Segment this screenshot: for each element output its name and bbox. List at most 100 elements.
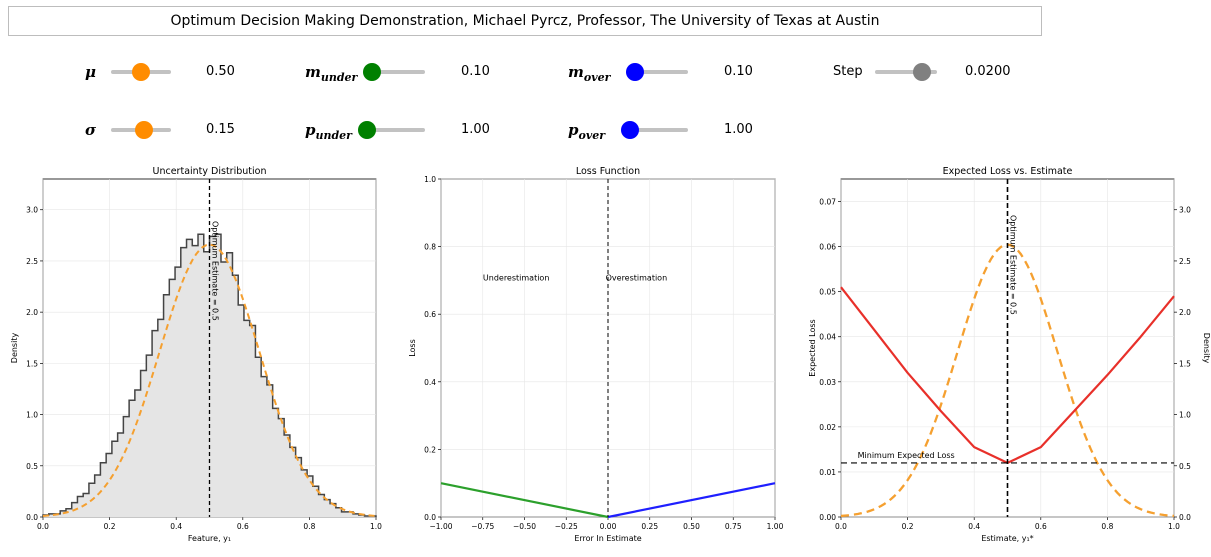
y-tick-label: 0.2 xyxy=(424,445,436,454)
x-tick-label: −0.50 xyxy=(513,522,536,531)
x-tick-label: −0.75 xyxy=(471,522,494,531)
y2-tick-label: 1.0 xyxy=(1179,411,1191,420)
y2-tick-label: 2.0 xyxy=(1179,308,1191,317)
x-tick-label: 0.4 xyxy=(170,522,182,531)
slider-handle-sigma[interactable] xyxy=(134,121,153,139)
y-tick-label: 1.5 xyxy=(26,359,38,368)
slider-value-sigma: 0.15 xyxy=(206,122,235,137)
y2-tick-label: 2.5 xyxy=(1179,257,1191,266)
y-tick-label: 0.01 xyxy=(819,468,836,477)
slider-label-p_over: pover xyxy=(568,121,606,142)
y-tick-label: 0.03 xyxy=(819,378,836,387)
x-tick-label: 0.4 xyxy=(968,522,980,531)
y-tick-label: 0.06 xyxy=(819,243,836,252)
slider-handle-m_under[interactable] xyxy=(363,63,382,81)
y-axis-label-0: Density xyxy=(10,333,19,364)
y-tick-label: 1.0 xyxy=(424,175,436,184)
x-tick-label: −1.00 xyxy=(430,522,453,531)
slider-label-sigma: σ xyxy=(85,121,97,139)
optimum-annotation: Optimum Estimate = 0.5 xyxy=(211,221,220,321)
slider-value-step: 0.0200 xyxy=(965,64,1011,79)
slider-m_over[interactable]: mover 0.10 xyxy=(0,60,1211,84)
app-title: Optimum Decision Making Demonstration, M… xyxy=(8,6,1042,36)
charts-area: Uncertainty Distribution Feature, y₁ Densi… xyxy=(10,166,1211,543)
x-tick-label: 1.00 xyxy=(767,522,784,531)
y-tick-label: 0.04 xyxy=(819,333,836,342)
underestimation-loss-line xyxy=(440,482,609,519)
y-tick-label: 0.05 xyxy=(819,288,836,297)
x-tick-label: 0.0 xyxy=(37,522,49,531)
x-tick-label: 0.0 xyxy=(835,522,847,531)
slider-step[interactable]: Step 0.0200 xyxy=(0,60,1211,84)
slider-p_under[interactable]: punder 1.00 xyxy=(0,118,1211,142)
y-tick-label: 0.0 xyxy=(26,513,38,522)
slider-label-p_under: punder xyxy=(305,121,352,142)
slider-label-mu: μ xyxy=(85,63,96,81)
y-tick-label: 2.5 xyxy=(26,257,38,266)
slider-track-m_over[interactable] xyxy=(626,70,688,74)
slider-value-mu: 0.50 xyxy=(206,64,235,79)
y-axis-label-1: Loss xyxy=(408,339,417,357)
x-tick-label: 0.75 xyxy=(725,522,742,531)
x-tick-label: −0.25 xyxy=(555,522,578,531)
y-tick-label: 0.6 xyxy=(424,310,436,319)
minimum-loss-label: Minimum Expected Loss xyxy=(858,451,955,460)
x-tick-label: 0.6 xyxy=(237,522,249,531)
slider-value-p_under: 1.00 xyxy=(461,122,490,137)
slider-track-p_under[interactable] xyxy=(363,128,425,132)
slider-mu[interactable]: μ 0.50 xyxy=(0,60,1211,84)
slider-track-step[interactable] xyxy=(875,70,937,74)
y2-tick-label: 0.5 xyxy=(1179,462,1191,471)
slider-handle-p_under[interactable] xyxy=(358,121,376,139)
slider-track-m_under[interactable] xyxy=(363,70,425,74)
x-tick-label: 0.2 xyxy=(902,522,914,531)
x-tick-label: 1.0 xyxy=(1168,522,1180,531)
x-tick-label: 0.6 xyxy=(1035,522,1047,531)
y-tick-label: 0.8 xyxy=(424,243,436,252)
y2-tick-label: 1.5 xyxy=(1179,359,1191,368)
slider-label-m_under: munder xyxy=(305,63,358,84)
slider-handle-step[interactable] xyxy=(913,63,932,81)
x-tick-label: 0.8 xyxy=(303,522,315,531)
x-tick-label: 0.2 xyxy=(104,522,116,531)
y2-tick-label: 3.0 xyxy=(1179,206,1191,215)
y-tick-label: 0.02 xyxy=(819,423,836,432)
slider-track-p_over[interactable] xyxy=(626,128,688,132)
slider-m_under[interactable]: munder 0.10 xyxy=(0,60,1211,84)
slider-sigma[interactable]: σ 0.15 xyxy=(0,118,1211,142)
optimum-annotation-2: Optimum Estimate = 0.5 xyxy=(1009,215,1018,315)
x-tick-label: 0.00 xyxy=(600,522,617,531)
chart-title-1: Loss Function xyxy=(576,166,640,177)
x-axis-label-0: Feature, y₁ xyxy=(188,534,231,543)
y-tick-label: 0.5 xyxy=(26,462,38,471)
y-tick-label: 0.4 xyxy=(424,378,436,387)
x-tick-label: 0.50 xyxy=(683,522,700,531)
y-tick-label: 2.0 xyxy=(26,308,38,317)
y-tick-label: 3.0 xyxy=(26,206,38,215)
slider-p_over[interactable]: pover 1.00 xyxy=(0,118,1211,142)
y2-tick-label: 0.0 xyxy=(1179,513,1191,522)
x-tick-label: 0.25 xyxy=(641,522,658,531)
slider-value-m_over: 0.10 xyxy=(724,64,753,79)
slider-handle-mu[interactable] xyxy=(132,63,150,81)
pdf-curve xyxy=(42,243,377,517)
slider-label-step: Step xyxy=(833,64,863,79)
slider-handle-m_over[interactable] xyxy=(626,63,645,81)
y-tick-label: 0.07 xyxy=(819,198,836,207)
y-tick-label: 1.0 xyxy=(26,411,38,420)
chart-title-2: Expected Loss vs. Estimate xyxy=(943,166,1073,177)
y2-axis-label: Density xyxy=(1202,333,1211,364)
slider-handle-p_over[interactable] xyxy=(621,121,639,139)
x-tick-label: 1.0 xyxy=(370,522,382,531)
slider-value-p_over: 1.00 xyxy=(724,122,753,137)
x-axis-label-1: Error In Estimate xyxy=(574,534,641,543)
y-tick-label: 0.00 xyxy=(819,513,836,522)
y-axis-label-2: Expected Loss xyxy=(808,319,817,376)
slider-label-m_over: mover xyxy=(568,63,611,84)
x-tick-label: 0.8 xyxy=(1101,522,1113,531)
x-axis-label-2: Estimate, y₁* xyxy=(981,534,1033,543)
slider-value-m_under: 0.10 xyxy=(461,64,490,79)
y-tick-label: 0.0 xyxy=(424,513,436,522)
chart-title-0: Uncertainty Distribution xyxy=(153,166,267,177)
underestimation-label: Underestimation xyxy=(483,273,550,282)
